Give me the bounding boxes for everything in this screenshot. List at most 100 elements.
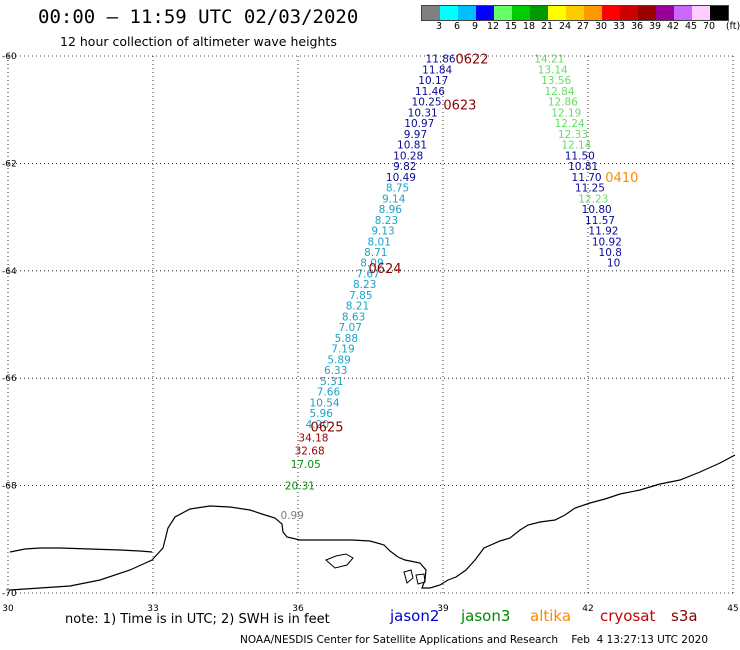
colorbar-swatch — [584, 6, 602, 20]
satellite-legend-item: jason3 — [461, 607, 511, 625]
wave-height-value: 12.19 — [551, 107, 581, 119]
colorbar-labels: 3 6 9 12 15 18 21 24 27 30 33 36 39 42 45 70 (ft) — [421, 21, 740, 33]
colorbar-label: 30 — [594, 21, 608, 32]
pass-time-label: 0410 — [605, 171, 638, 186]
wave-height-value: 8.01 — [368, 236, 391, 248]
wave-height-value: 7.07 — [339, 322, 362, 334]
wave-height-value: 6.33 — [324, 365, 347, 377]
colorbar-swatch — [548, 6, 566, 20]
wave-height-value: 11.50 — [565, 150, 595, 162]
wave-height-value: 8.63 — [342, 311, 365, 323]
wave-height-value: 8.21 — [346, 301, 369, 313]
lon-tick-label: 33 — [147, 604, 158, 614]
wave-height-value: 8.23 — [375, 215, 398, 227]
lat-tick-label: -60 — [2, 52, 17, 62]
wave-height-value: 12.14 — [561, 140, 591, 152]
wave-height-value: 5.31 — [320, 376, 343, 388]
wave-height-value: 7.19 — [331, 344, 354, 356]
colorbar-label: 9 — [471, 21, 479, 32]
colorbar-label: 12 — [486, 21, 500, 32]
colorbar-swatch — [440, 6, 458, 20]
colorbar-label: 39 — [648, 21, 662, 32]
colorbar-swatch — [512, 6, 530, 20]
colorbar-label: 6 — [453, 21, 461, 32]
wave-height-value: 34.18 — [298, 432, 328, 444]
lat-tick-label: -70 — [2, 589, 17, 599]
wave-height-value: 12.86 — [548, 97, 578, 109]
colorbar-label: 70 — [702, 21, 716, 32]
wave-height-value: 14.21 — [534, 54, 564, 66]
wave-height-value: 10.97 — [404, 118, 434, 130]
colorbar-swatch — [494, 6, 512, 20]
footer-note: note: 1) Time is in UTC; 2) SWH is in fe… — [65, 612, 330, 627]
wave-height-value: 10.80 — [582, 204, 612, 216]
satellite-legend-item: altika — [530, 607, 572, 625]
lon-tick-label: 30 — [2, 604, 14, 614]
wave-height-value: 8.96 — [379, 204, 403, 216]
colorbar-label: 24 — [558, 21, 572, 32]
colorbar-label: 45 — [684, 21, 698, 32]
pass-time-labels: 0622 0623 0624 0625 0410 — [310, 53, 638, 436]
island-path — [325, 553, 354, 569]
colorbar-label: 21 — [540, 21, 554, 32]
wave-height-value: 11.84 — [422, 64, 452, 76]
colorbar-swatch — [602, 6, 620, 20]
island-path — [403, 569, 414, 584]
wave-height-value: 9.82 — [393, 161, 416, 173]
wave-height-value: 12.33 — [558, 129, 588, 141]
colorbar — [421, 5, 729, 21]
colorbar-label: 42 — [666, 21, 680, 32]
wave-height-value: 10.81 — [568, 161, 598, 173]
wave-height-value: 10.54 — [310, 397, 340, 409]
colorbar-unit: (ft) — [725, 21, 740, 32]
lon-tick-label: 45 — [727, 604, 738, 614]
coastline — [9, 454, 736, 591]
wave-height-value: 5.89 — [327, 354, 350, 366]
pass-time-label: 0624 — [368, 262, 401, 277]
wave-height-value: 13.14 — [538, 64, 568, 76]
wave-height-value: 5.96 — [310, 408, 334, 420]
colorbar-label: 36 — [630, 21, 644, 32]
lat-tick-label: -64 — [2, 267, 17, 277]
lon-tick-label: 42 — [582, 604, 593, 614]
wave-height-value: 11.70 — [572, 172, 602, 184]
wave-height-value: 9.97 — [404, 129, 427, 141]
colorbar-swatch — [476, 6, 494, 20]
colorbar-swatch — [656, 6, 674, 20]
wave-height-value: 10.92 — [592, 236, 622, 248]
colorbar-swatch — [458, 6, 476, 20]
wave-height-value: 10.31 — [408, 107, 438, 119]
satellite-legend-item: jason2 — [390, 607, 440, 625]
colorbar-label: 33 — [612, 21, 626, 32]
wave-height-value: 7.85 — [349, 290, 372, 302]
wave-height-value: 0.99 — [281, 510, 304, 522]
island-path — [415, 573, 426, 585]
wave-height-value: 10.8 — [599, 247, 622, 259]
wave-height-value: 12.23 — [578, 193, 608, 205]
lon-tick-label: 39 — [437, 604, 449, 614]
wave-height-value: 10.81 — [397, 140, 427, 152]
wave-height-value: 7.67 — [356, 268, 379, 280]
wave-height-value: 11.57 — [585, 215, 615, 227]
wave-height-value: 11.25 — [575, 183, 605, 195]
pass-time-label: 0623 — [443, 98, 476, 113]
wave-height-value: 12.84 — [544, 86, 574, 98]
wave-height-value: 11.86 — [426, 54, 456, 66]
colorbar-swatch — [692, 6, 710, 20]
map-title: 00:00 – 11:59 UTC 02/03/2020 — [38, 6, 359, 28]
lon-tick-label: 36 — [292, 604, 304, 614]
wave-height-value: 8.75 — [386, 183, 409, 195]
colorbar-label: 15 — [504, 21, 518, 32]
wave-height-value: 11.46 — [415, 86, 445, 98]
wave-height-value: 32.68 — [295, 446, 325, 458]
pass-time-label: 0625 — [310, 421, 343, 436]
satellite-legend-item: cryosat — [600, 607, 656, 625]
wave-height-value: 4.20 — [306, 419, 329, 431]
wave-height-value: 17.05 — [291, 459, 321, 471]
colorbar-swatch — [638, 6, 656, 20]
wave-height-value: 8.71 — [364, 247, 387, 259]
colorbar-swatch — [710, 6, 728, 20]
lat-tick-label: -66 — [2, 374, 17, 384]
wave-height-value: 5.88 — [335, 333, 358, 345]
